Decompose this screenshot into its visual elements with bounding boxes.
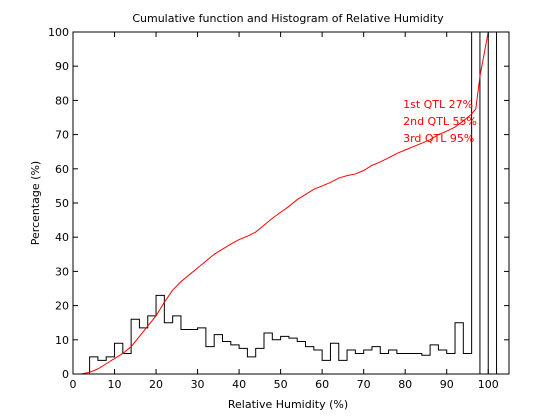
x-tick-label: 80 xyxy=(398,378,412,391)
plot-frame xyxy=(72,31,510,375)
y-tick-label: 80 xyxy=(55,94,69,107)
y-tick-label: 40 xyxy=(55,231,69,244)
x-tick-label: 10 xyxy=(108,378,122,391)
x-tick-label: 50 xyxy=(274,378,288,391)
x-tick-label: 30 xyxy=(191,378,205,391)
y-tick-label: 30 xyxy=(55,265,69,278)
y-axis-label: Percentage (%) xyxy=(29,161,42,245)
plot-area xyxy=(73,31,505,375)
y-tick-label: 50 xyxy=(55,197,69,210)
histogram-series-line xyxy=(73,31,505,375)
x-tick-label: 90 xyxy=(440,378,454,391)
y-tick-label: 0 xyxy=(62,368,69,381)
x-tick-label: 100 xyxy=(478,378,499,391)
y-tick-label: 70 xyxy=(55,129,69,142)
x-axis-label: Relative Humidity (%) xyxy=(228,398,348,411)
x-tick-label: 20 xyxy=(149,378,163,391)
y-tick-label: 100 xyxy=(48,26,69,39)
y-tick-label: 20 xyxy=(55,300,69,313)
x-tick-label: 70 xyxy=(357,378,371,391)
y-tick-label: 10 xyxy=(55,334,69,347)
quantile-annotation: 2nd QTL 55% xyxy=(403,115,477,128)
annotations: 1st QTL 27% 2nd QTL 55% 3rd QTL 95% xyxy=(403,98,477,145)
y-tick-label: 60 xyxy=(55,163,69,176)
y-tick-label: 90 xyxy=(55,60,69,73)
chart-title: Cumulative function and Histogram of Rel… xyxy=(132,12,444,25)
cumulative-series-line xyxy=(73,31,505,375)
x-tick-label: 40 xyxy=(232,378,246,391)
quantile-annotation: 1st QTL 27% xyxy=(403,98,473,111)
x-tick-label: 60 xyxy=(315,378,329,391)
x-tick-label: 0 xyxy=(70,378,77,391)
axis-ticks: 0 10 20 30 40 50 60 70 80 90 100 0 10 20 30 40 50 60 70 80 9… xyxy=(48,26,509,391)
quantile-annotation: 3rd QTL 95% xyxy=(403,132,474,145)
